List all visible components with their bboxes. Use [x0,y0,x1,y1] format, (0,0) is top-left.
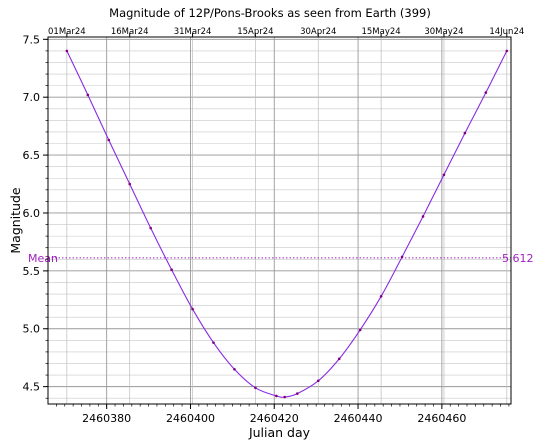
data-point [505,49,509,53]
x-axis-label: Julian day [248,425,311,440]
axes: 4.5 5.0 5.5 6.0 6.5 7.0 7.5 2460380 2460400 24604… [23,27,525,425]
x-tick-label: 2460400 [166,412,215,425]
y-tick-label: 6.0 [23,207,41,220]
y-axis-label: Magnitude [8,187,23,254]
x-tick-label: 2460460 [417,412,466,425]
data-point [442,173,446,177]
data-point [358,328,362,332]
magnitude-curve [66,50,508,398]
grid [48,37,511,404]
chart-title: Magnitude of 12P/Pons-Brooks as seen fro… [109,6,431,20]
data-point [421,215,425,218]
data-point [128,182,132,186]
date-tick-label: 01Mar24 [48,27,86,37]
date-tick-label: 30May24 [424,27,463,37]
date-tick-label: 31Mar24 [174,27,212,37]
date-tick-label: 16Mar24 [111,27,149,37]
y-tick-label: 7.5 [23,33,41,46]
data-point [65,49,69,53]
data-point [254,386,257,390]
data-point [379,295,383,298]
data-point [170,268,173,272]
data-point [316,379,320,383]
data-point [191,307,194,311]
magnitude-series [65,49,509,399]
mean-value-label: 5.612 [502,252,534,265]
x-tick-label: 2460440 [334,412,383,425]
data-point [86,93,90,97]
y-tick-label: 5.0 [23,323,41,336]
plot-frame [47,36,512,405]
data-point [484,91,488,94]
data-point [107,138,111,142]
x-tick-label: 2460420 [250,412,299,425]
date-tick-label: 15Apr24 [237,27,273,37]
data-point [400,255,404,259]
data-point [149,226,152,230]
data-point [337,357,341,361]
y-tick-label: 5.5 [23,265,41,278]
y-tick-label: 7.0 [23,91,41,104]
data-point [296,392,299,395]
date-tick-label: 14Jun24 [489,27,524,37]
date-tick-label: 30Apr24 [300,27,336,37]
y-tick-label: 6.5 [23,149,41,162]
data-point [233,367,236,371]
mean-line: Mean 5.612 [28,252,534,265]
data-point [463,131,467,135]
data-point [212,341,215,344]
date-tick-label: 15May24 [361,27,400,37]
data-point [275,394,278,398]
y-tick-label: 4.5 [23,381,41,394]
x-tick-label: 2460380 [82,412,131,425]
data-point [283,395,287,399]
mean-label: Mean [28,252,58,265]
